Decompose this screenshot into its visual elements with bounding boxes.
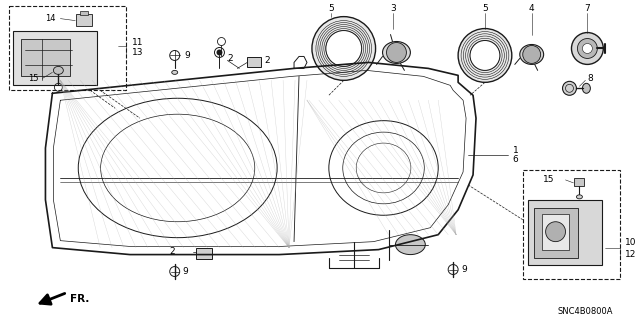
- Text: 2: 2: [264, 56, 270, 65]
- Text: 3: 3: [390, 4, 396, 13]
- FancyBboxPatch shape: [13, 31, 97, 85]
- Text: 10: 10: [625, 238, 637, 247]
- Text: 9: 9: [182, 267, 188, 276]
- Text: 5: 5: [328, 4, 333, 13]
- Circle shape: [563, 81, 577, 95]
- Circle shape: [170, 50, 180, 60]
- Circle shape: [312, 17, 376, 80]
- Circle shape: [214, 48, 225, 57]
- Ellipse shape: [172, 70, 178, 74]
- Circle shape: [218, 38, 225, 46]
- Circle shape: [458, 29, 512, 82]
- Ellipse shape: [53, 66, 63, 74]
- Text: 9: 9: [185, 51, 191, 60]
- Circle shape: [582, 43, 593, 54]
- FancyBboxPatch shape: [196, 248, 211, 259]
- FancyBboxPatch shape: [247, 57, 261, 67]
- FancyBboxPatch shape: [575, 178, 584, 186]
- FancyBboxPatch shape: [541, 214, 570, 249]
- Ellipse shape: [582, 83, 590, 93]
- Text: 6: 6: [513, 155, 518, 165]
- Text: 7: 7: [584, 4, 590, 13]
- Text: 14: 14: [45, 14, 56, 23]
- Text: 8: 8: [588, 74, 593, 83]
- Text: 2: 2: [170, 247, 175, 256]
- Circle shape: [448, 264, 458, 274]
- Text: FR.: FR.: [70, 294, 90, 304]
- Circle shape: [546, 222, 566, 241]
- Circle shape: [577, 39, 597, 58]
- Text: 2: 2: [227, 54, 233, 63]
- Ellipse shape: [577, 195, 582, 199]
- Ellipse shape: [396, 235, 426, 255]
- Text: SNC4B0800A: SNC4B0800A: [557, 307, 613, 316]
- FancyBboxPatch shape: [534, 208, 579, 257]
- Text: 15: 15: [543, 175, 554, 184]
- FancyBboxPatch shape: [20, 39, 70, 76]
- Text: 4: 4: [529, 4, 534, 13]
- FancyBboxPatch shape: [528, 200, 602, 264]
- Ellipse shape: [520, 45, 543, 64]
- Text: 1: 1: [513, 145, 518, 154]
- FancyBboxPatch shape: [76, 14, 92, 26]
- Circle shape: [170, 267, 180, 277]
- FancyBboxPatch shape: [80, 11, 88, 15]
- Circle shape: [216, 49, 223, 56]
- Text: 12: 12: [625, 250, 637, 259]
- Text: 15: 15: [29, 74, 39, 83]
- Text: 11: 11: [132, 38, 143, 47]
- Circle shape: [326, 31, 362, 66]
- Circle shape: [523, 46, 541, 63]
- Circle shape: [470, 41, 500, 70]
- Circle shape: [572, 33, 604, 64]
- Ellipse shape: [383, 41, 410, 63]
- Circle shape: [387, 42, 406, 63]
- Text: 13: 13: [132, 48, 143, 57]
- Text: 9: 9: [461, 265, 467, 274]
- Text: 5: 5: [482, 4, 488, 13]
